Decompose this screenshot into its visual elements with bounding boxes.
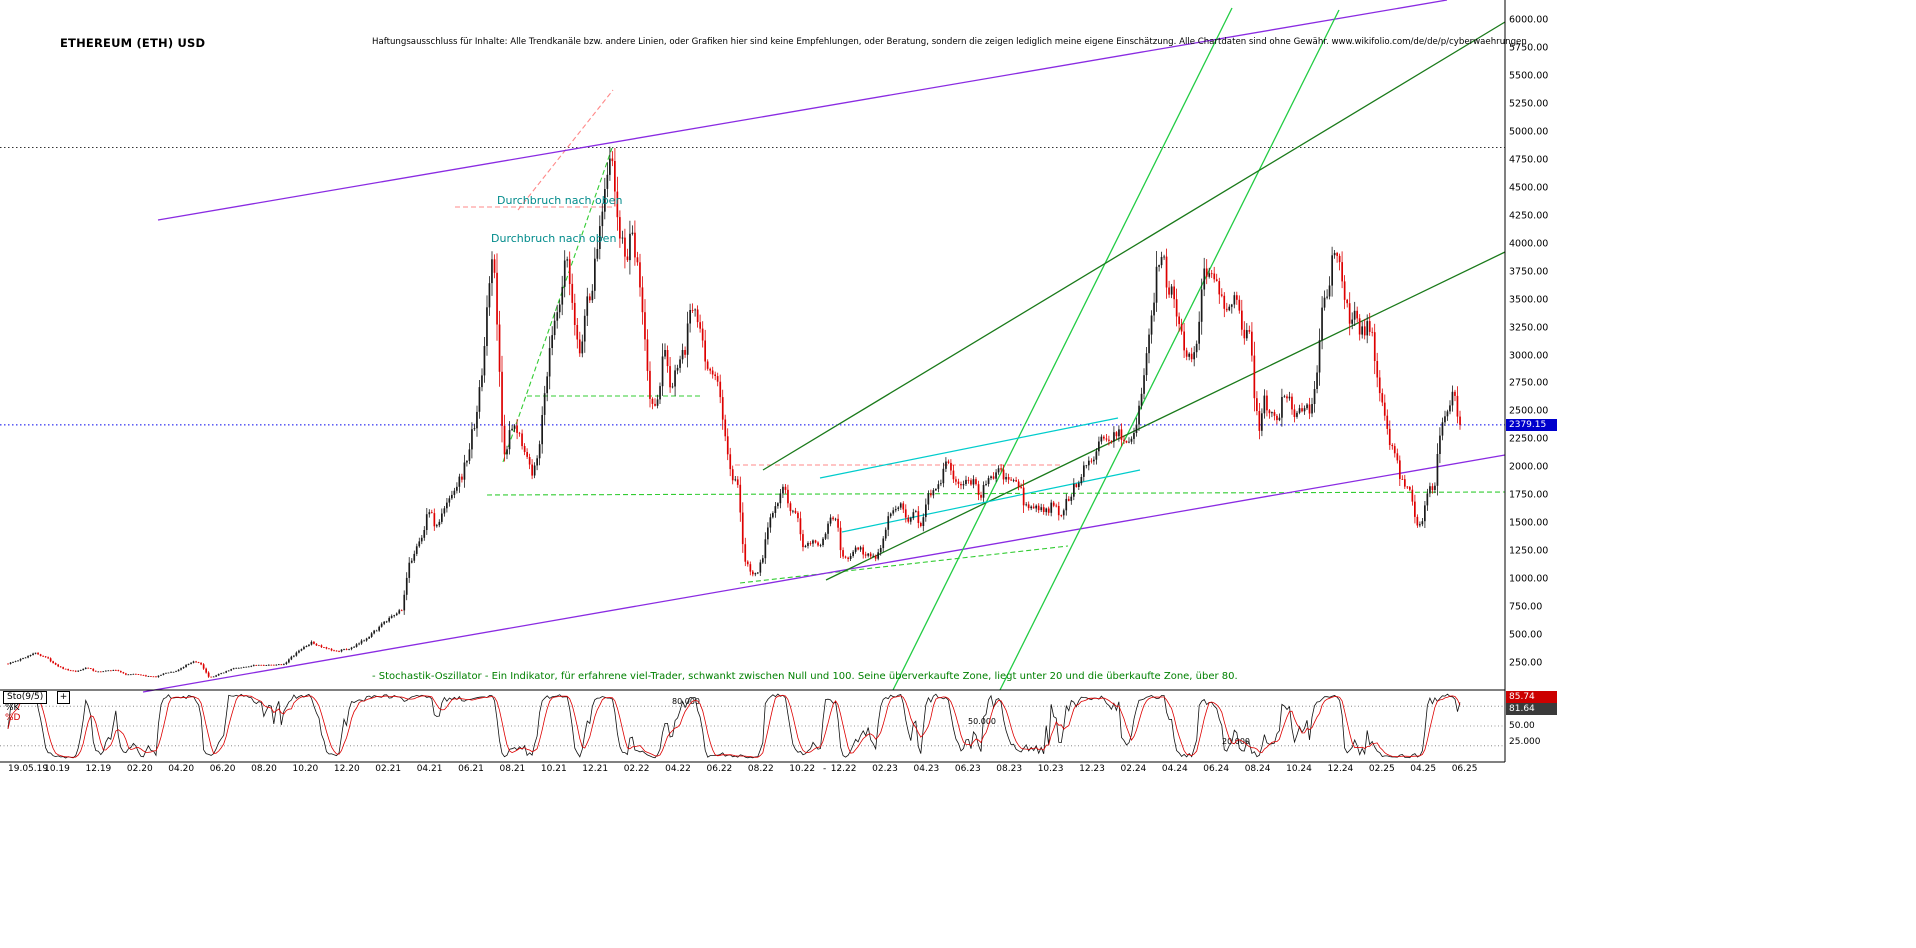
annotation-breakout-up-2: Durchbruch nach oben (491, 232, 617, 245)
cyan-channel-upper (819, 417, 1119, 479)
price-tick-label: 2750.00 (1509, 377, 1549, 389)
indicator-add-button[interactable]: + (57, 691, 70, 704)
purple-channel-upper (157, 0, 1448, 221)
axis-frame (0, 0, 1506, 763)
time-tick-label: 04.22 (665, 764, 691, 774)
stochastic-k-label: %K (5, 703, 20, 713)
purple-channel-lower (142, 454, 1506, 693)
time-tick-label: 02.22 (623, 764, 650, 774)
price-tick-label: 5250.00 (1509, 98, 1549, 110)
stochastic-d-line (7, 694, 1461, 758)
disclaimer-text: Haftungsausschluss für Inhalte: Alle Tre… (372, 37, 1527, 47)
price-tick-label: 3000.00 (1509, 350, 1549, 361)
price-tick-label: 1000.00 (1509, 573, 1549, 585)
price-tick-label: 3250.00 (1509, 322, 1549, 333)
price-tick-label: 5500.00 (1509, 70, 1549, 82)
price-tick-label: 1250.00 (1509, 545, 1549, 557)
time-tick-label: 10.19 (44, 764, 70, 774)
annotation-breakout-up-1: Durchbruch nach oben (497, 194, 623, 207)
time-tick-label: 12.19 (85, 764, 112, 774)
green-uptrend-1 (762, 21, 1506, 471)
price-tick-label: 750.00 (1509, 601, 1543, 613)
time-tick-label: 08.21 (499, 764, 526, 774)
time-tick-label: 10.20 (292, 764, 319, 774)
price-tick-label: 5750.00 (1509, 42, 1549, 54)
time-tick-label: 04.21 (416, 764, 443, 774)
time-axis-separator: - (823, 764, 827, 774)
time-tick-label: 06.21 (458, 764, 484, 774)
time-tick-label: 06.22 (706, 764, 733, 774)
time-tick-label: 10.24 (1286, 764, 1312, 774)
time-tick-label: 02.20 (126, 764, 153, 774)
time-tick-label: 06.24 (1203, 764, 1230, 774)
price-tick-label: 6000.00 (1509, 14, 1549, 26)
price-tick-label: 4000.00 (1509, 238, 1549, 250)
stochastic-d-value-badge: 81.64 (1506, 703, 1557, 715)
time-tick-label: 02.21 (375, 764, 402, 774)
time-tick-label: 04.20 (168, 764, 195, 774)
time-tick-label: 06.20 (209, 764, 236, 774)
price-tick-label: 500.00 (1509, 629, 1543, 641)
green-base-2022 (739, 545, 1069, 584)
time-tick-label: 02.25 (1368, 764, 1395, 774)
candlestick-series (7, 146, 1461, 678)
price-tick-label: 5000.00 (1509, 126, 1549, 138)
time-tick-label: 08.20 (251, 764, 277, 774)
time-tick-label: 02.23 (872, 764, 898, 774)
green-ascent-2021 (502, 147, 613, 463)
last-price-badge: 2379.15 (1506, 419, 1557, 431)
price-tick-label: 1750.00 (1509, 489, 1549, 501)
price-tick-label: 2250.00 (1509, 433, 1549, 445)
sto-gridline-label: 80.000 (672, 697, 700, 706)
price-tick-label: 250.00 (1509, 657, 1543, 669)
price-tick-label: 2500.00 (1509, 405, 1549, 417)
stochastic-indicator-label: Sto(9/5) (3, 691, 48, 704)
price-tick-label: 3750.00 (1509, 266, 1549, 278)
green-steep-channel-1 (892, 7, 1233, 691)
time-tick-label: 12.22 (830, 764, 857, 774)
cyan-channel-lower (841, 469, 1141, 533)
price-tick-label: 2000.00 (1509, 461, 1549, 473)
time-tick-label: 10.23 (1037, 764, 1064, 774)
trend-lines-overlay (142, 0, 1506, 693)
time-tick-label: 04.24 (1161, 764, 1188, 774)
green-support-long (486, 491, 1506, 496)
price-tick-label: 3500.00 (1509, 294, 1549, 306)
time-tick-label: 08.24 (1244, 764, 1271, 774)
time-tick-label: 08.22 (747, 764, 774, 774)
stochastic-k-value-badge: 85.74 (1506, 691, 1557, 703)
time-tick-label: 02.24 (1120, 764, 1147, 774)
time-tick-label: 12.24 (1327, 764, 1354, 774)
time-tick-label: 12.23 (1079, 764, 1105, 774)
time-tick-label: 08.23 (996, 764, 1023, 774)
time-tick-label: 19.05.19 (8, 764, 49, 774)
time-tick-label: 04.25 (1410, 764, 1437, 774)
time-tick-label: 06.25 (1451, 764, 1478, 774)
time-tick-label: 12.20 (333, 764, 360, 774)
time-tick-label: 04.23 (913, 764, 940, 774)
time-tick-label: 10.21 (540, 764, 567, 774)
time-tick-label: 06.23 (954, 764, 981, 774)
sto-scale-label-50: 50.00 (1509, 721, 1535, 731)
price-tick-label: 4500.00 (1509, 182, 1549, 194)
price-tick-label: 1500.00 (1509, 517, 1549, 529)
time-tick-label: 10.22 (789, 764, 816, 774)
stochastic-k-line (7, 693, 1461, 759)
stochastic-description: - Stochastik-Oszillator - Ein Indikator,… (372, 671, 1238, 682)
price-tick-label: 4750.00 (1509, 154, 1549, 166)
symbol-title: ETHEREUM (ETH) USD (60, 36, 206, 50)
sto-scale-label-25: 25.000 (1509, 737, 1541, 747)
stochastic-d-label: %D (5, 713, 21, 723)
price-tick-label: 4250.00 (1509, 210, 1549, 222)
time-tick-label: 12.21 (582, 764, 609, 774)
green-steep-channel-2 (999, 9, 1340, 691)
sto-gridline-label: 50.000 (968, 717, 996, 726)
green-uptrend-2 (825, 251, 1506, 581)
